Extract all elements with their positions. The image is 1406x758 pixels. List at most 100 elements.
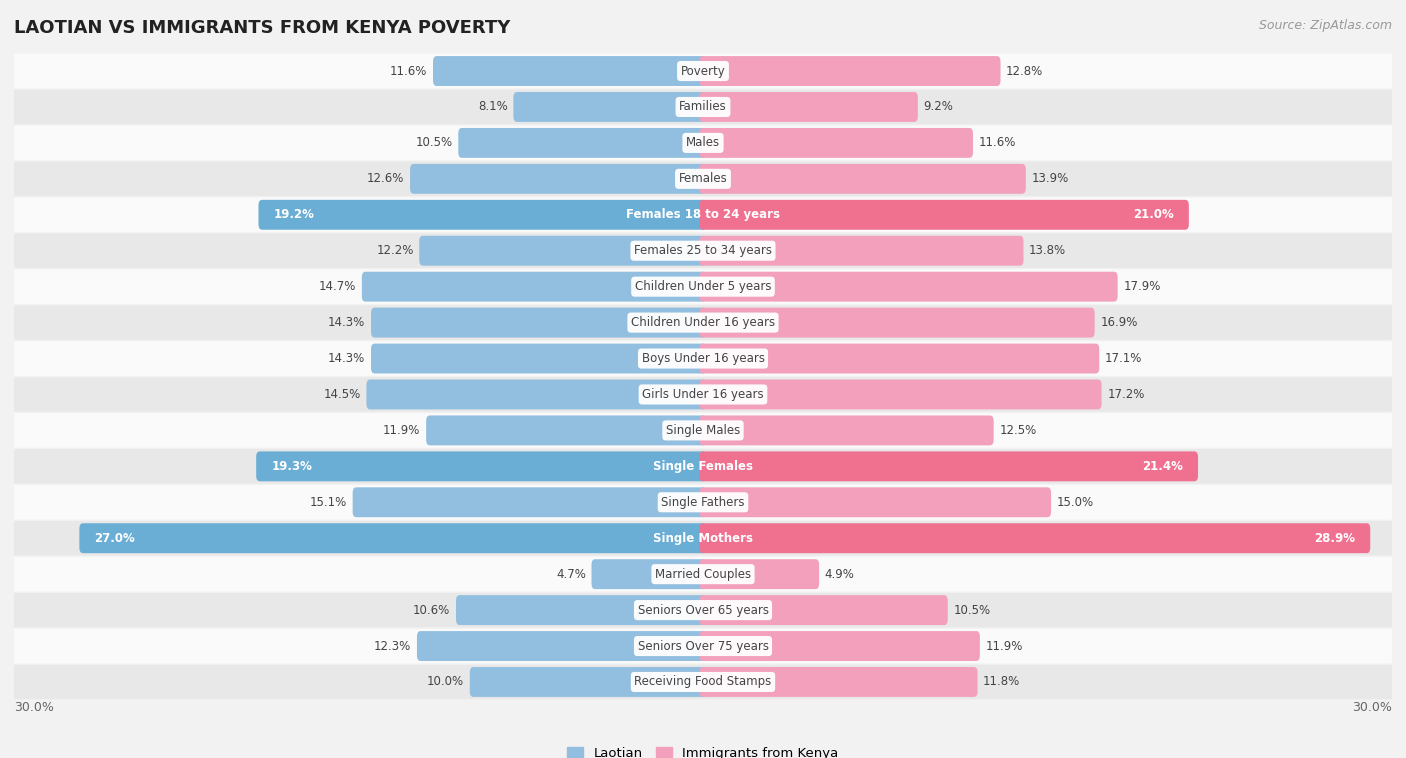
FancyBboxPatch shape bbox=[259, 200, 707, 230]
Text: 19.3%: 19.3% bbox=[271, 460, 312, 473]
FancyBboxPatch shape bbox=[14, 305, 1392, 340]
FancyBboxPatch shape bbox=[14, 233, 1392, 268]
FancyBboxPatch shape bbox=[592, 559, 707, 589]
Text: Children Under 5 years: Children Under 5 years bbox=[634, 280, 772, 293]
FancyBboxPatch shape bbox=[419, 236, 707, 265]
FancyBboxPatch shape bbox=[513, 92, 707, 122]
FancyBboxPatch shape bbox=[699, 164, 1026, 194]
Text: 27.0%: 27.0% bbox=[94, 531, 135, 545]
Text: Families: Families bbox=[679, 101, 727, 114]
Text: Single Males: Single Males bbox=[666, 424, 740, 437]
Text: 30.0%: 30.0% bbox=[14, 701, 53, 714]
Text: Receiving Food Stamps: Receiving Food Stamps bbox=[634, 675, 772, 688]
FancyBboxPatch shape bbox=[371, 308, 707, 337]
Text: 8.1%: 8.1% bbox=[478, 101, 508, 114]
FancyBboxPatch shape bbox=[14, 485, 1392, 519]
FancyBboxPatch shape bbox=[699, 523, 1371, 553]
Text: 17.2%: 17.2% bbox=[1107, 388, 1144, 401]
FancyBboxPatch shape bbox=[411, 164, 707, 194]
Text: Source: ZipAtlas.com: Source: ZipAtlas.com bbox=[1258, 19, 1392, 32]
FancyBboxPatch shape bbox=[699, 343, 1099, 374]
Text: 11.9%: 11.9% bbox=[986, 640, 1022, 653]
FancyBboxPatch shape bbox=[699, 631, 980, 661]
Text: Females 18 to 24 years: Females 18 to 24 years bbox=[626, 208, 780, 221]
FancyBboxPatch shape bbox=[14, 557, 1392, 591]
Text: 12.3%: 12.3% bbox=[374, 640, 412, 653]
FancyBboxPatch shape bbox=[699, 487, 1052, 517]
Text: 17.1%: 17.1% bbox=[1105, 352, 1142, 365]
FancyBboxPatch shape bbox=[14, 269, 1392, 304]
Text: 14.5%: 14.5% bbox=[323, 388, 361, 401]
FancyBboxPatch shape bbox=[14, 593, 1392, 628]
Text: 11.6%: 11.6% bbox=[979, 136, 1017, 149]
Text: 4.9%: 4.9% bbox=[825, 568, 855, 581]
FancyBboxPatch shape bbox=[699, 56, 1001, 86]
FancyBboxPatch shape bbox=[426, 415, 707, 446]
FancyBboxPatch shape bbox=[418, 631, 707, 661]
FancyBboxPatch shape bbox=[699, 271, 1118, 302]
Text: 21.4%: 21.4% bbox=[1142, 460, 1182, 473]
FancyBboxPatch shape bbox=[699, 559, 820, 589]
Text: 9.2%: 9.2% bbox=[924, 101, 953, 114]
Text: 10.5%: 10.5% bbox=[953, 603, 990, 616]
FancyBboxPatch shape bbox=[699, 308, 1095, 337]
Text: 30.0%: 30.0% bbox=[1353, 701, 1392, 714]
FancyBboxPatch shape bbox=[470, 667, 707, 697]
Text: Single Mothers: Single Mothers bbox=[652, 531, 754, 545]
FancyBboxPatch shape bbox=[14, 161, 1392, 196]
Text: Single Females: Single Females bbox=[652, 460, 754, 473]
FancyBboxPatch shape bbox=[458, 128, 707, 158]
Text: LAOTIAN VS IMMIGRANTS FROM KENYA POVERTY: LAOTIAN VS IMMIGRANTS FROM KENYA POVERTY bbox=[14, 19, 510, 37]
FancyBboxPatch shape bbox=[14, 198, 1392, 232]
Text: 16.9%: 16.9% bbox=[1101, 316, 1137, 329]
FancyBboxPatch shape bbox=[433, 56, 707, 86]
Text: Children Under 16 years: Children Under 16 years bbox=[631, 316, 775, 329]
Text: 21.0%: 21.0% bbox=[1133, 208, 1174, 221]
FancyBboxPatch shape bbox=[699, 92, 918, 122]
Text: 12.6%: 12.6% bbox=[367, 172, 405, 186]
FancyBboxPatch shape bbox=[256, 452, 707, 481]
Text: 12.8%: 12.8% bbox=[1007, 64, 1043, 77]
Text: 12.2%: 12.2% bbox=[377, 244, 413, 257]
FancyBboxPatch shape bbox=[14, 54, 1392, 88]
FancyBboxPatch shape bbox=[14, 341, 1392, 376]
Text: Seniors Over 75 years: Seniors Over 75 years bbox=[637, 640, 769, 653]
FancyBboxPatch shape bbox=[14, 89, 1392, 124]
FancyBboxPatch shape bbox=[371, 343, 707, 374]
Text: 11.6%: 11.6% bbox=[389, 64, 427, 77]
FancyBboxPatch shape bbox=[699, 595, 948, 625]
Text: 14.3%: 14.3% bbox=[328, 316, 366, 329]
FancyBboxPatch shape bbox=[14, 521, 1392, 556]
Text: Girls Under 16 years: Girls Under 16 years bbox=[643, 388, 763, 401]
FancyBboxPatch shape bbox=[14, 665, 1392, 699]
FancyBboxPatch shape bbox=[14, 413, 1392, 448]
Text: 17.9%: 17.9% bbox=[1123, 280, 1160, 293]
FancyBboxPatch shape bbox=[367, 380, 707, 409]
Text: 15.0%: 15.0% bbox=[1057, 496, 1094, 509]
Text: Poverty: Poverty bbox=[681, 64, 725, 77]
FancyBboxPatch shape bbox=[699, 667, 977, 697]
FancyBboxPatch shape bbox=[699, 128, 973, 158]
FancyBboxPatch shape bbox=[361, 271, 707, 302]
Text: Married Couples: Married Couples bbox=[655, 568, 751, 581]
Text: Females: Females bbox=[679, 172, 727, 186]
FancyBboxPatch shape bbox=[14, 377, 1392, 412]
Text: Seniors Over 65 years: Seniors Over 65 years bbox=[637, 603, 769, 616]
FancyBboxPatch shape bbox=[14, 449, 1392, 484]
FancyBboxPatch shape bbox=[14, 126, 1392, 160]
Text: 15.1%: 15.1% bbox=[309, 496, 347, 509]
Text: Males: Males bbox=[686, 136, 720, 149]
Text: Females 25 to 34 years: Females 25 to 34 years bbox=[634, 244, 772, 257]
Text: 14.3%: 14.3% bbox=[328, 352, 366, 365]
Text: 28.9%: 28.9% bbox=[1315, 531, 1355, 545]
FancyBboxPatch shape bbox=[699, 236, 1024, 265]
Legend: Laotian, Immigrants from Kenya: Laotian, Immigrants from Kenya bbox=[562, 741, 844, 758]
FancyBboxPatch shape bbox=[699, 380, 1101, 409]
Text: 11.8%: 11.8% bbox=[983, 675, 1021, 688]
Text: 11.9%: 11.9% bbox=[384, 424, 420, 437]
FancyBboxPatch shape bbox=[699, 452, 1198, 481]
FancyBboxPatch shape bbox=[353, 487, 707, 517]
FancyBboxPatch shape bbox=[79, 523, 707, 553]
Text: 13.8%: 13.8% bbox=[1029, 244, 1066, 257]
Text: 19.2%: 19.2% bbox=[274, 208, 315, 221]
